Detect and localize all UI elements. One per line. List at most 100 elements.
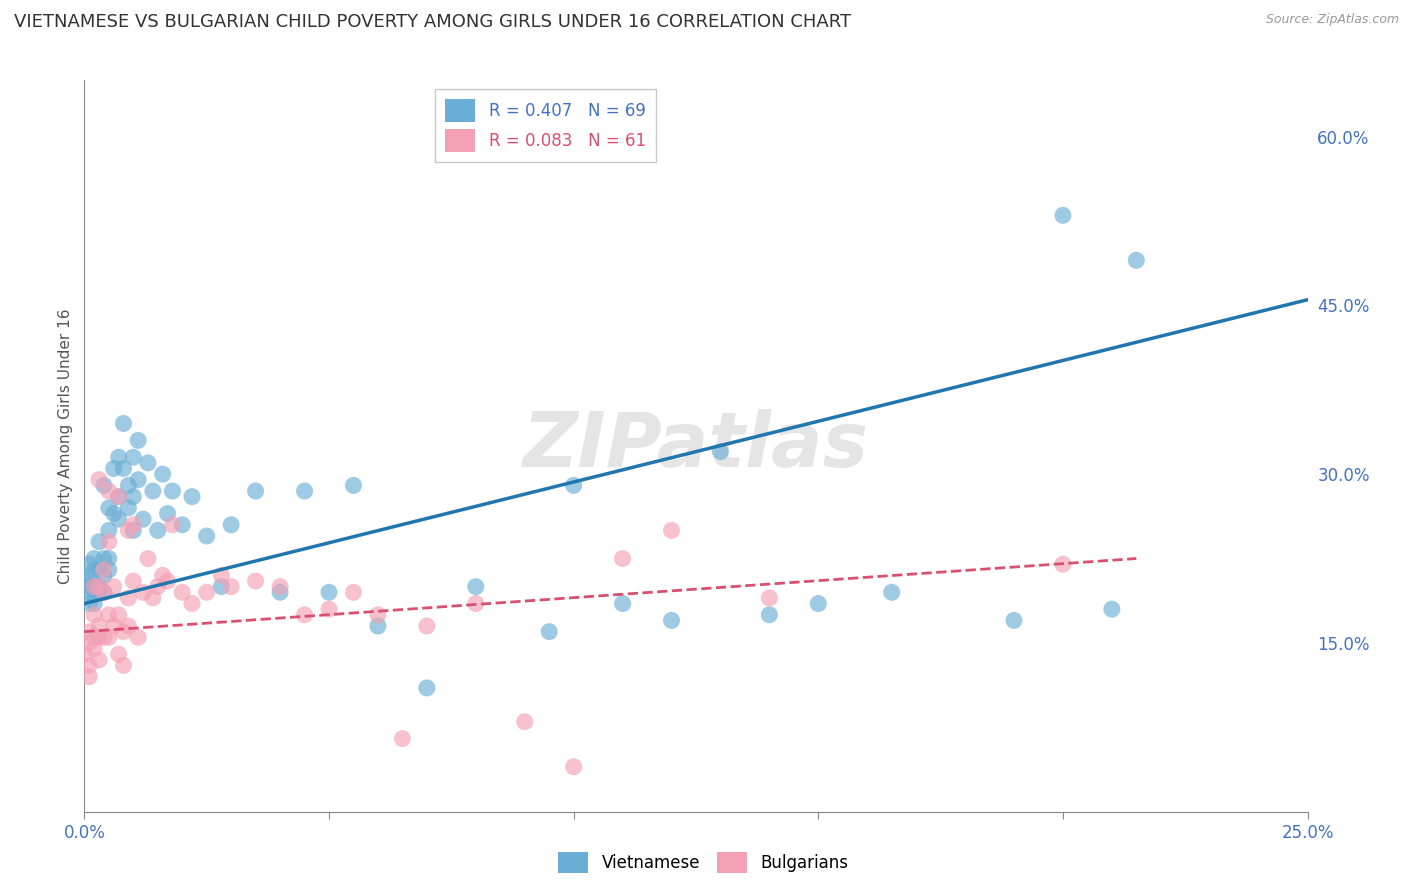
Bulgarians (107, 607, 129, 622)
Bulgarians (162, 517, 184, 532)
Bulgarians (107, 490, 129, 504)
Vietnamese (107, 512, 129, 526)
Vietnamese (112, 417, 135, 431)
Vietnamese (87, 580, 110, 594)
Bulgarians (172, 585, 194, 599)
Y-axis label: Child Poverty Among Girls Under 16: Child Poverty Among Girls Under 16 (58, 309, 73, 583)
Vietnamese (93, 478, 115, 492)
Bulgarians (122, 517, 145, 532)
Vietnamese (107, 490, 129, 504)
Vietnamese (142, 483, 165, 498)
Bulgarians (77, 658, 100, 673)
Vietnamese (342, 478, 364, 492)
Bulgarians (152, 568, 174, 582)
Bulgarians (464, 597, 486, 611)
Bulgarians (146, 580, 169, 594)
Vietnamese (83, 551, 105, 566)
Vietnamese (538, 624, 561, 639)
Bulgarians (117, 524, 139, 538)
Vietnamese (127, 473, 149, 487)
Vietnamese (172, 517, 194, 532)
Vietnamese (1101, 602, 1123, 616)
Legend: Vietnamese, Bulgarians: Vietnamese, Bulgarians (551, 846, 855, 880)
Bulgarians (93, 585, 115, 599)
Legend: R = 0.407   N = 69, R = 0.083   N = 61: R = 0.407 N = 69, R = 0.083 N = 61 (436, 88, 655, 162)
Bulgarians (103, 580, 125, 594)
Bulgarians (391, 731, 413, 746)
Vietnamese (103, 507, 125, 521)
Vietnamese (318, 585, 340, 599)
Vietnamese (758, 607, 780, 622)
Vietnamese (107, 450, 129, 465)
Text: ZIPatlas: ZIPatlas (523, 409, 869, 483)
Vietnamese (117, 500, 139, 515)
Vietnamese (1125, 253, 1147, 268)
Bulgarians (269, 580, 291, 594)
Bulgarians (1052, 557, 1074, 571)
Bulgarians (93, 563, 115, 577)
Text: VIETNAMESE VS BULGARIAN CHILD POVERTY AMONG GIRLS UNDER 16 CORRELATION CHART: VIETNAMESE VS BULGARIAN CHILD POVERTY AM… (14, 13, 851, 31)
Vietnamese (93, 585, 115, 599)
Vietnamese (77, 597, 100, 611)
Bulgarians (219, 580, 242, 594)
Bulgarians (83, 630, 105, 644)
Vietnamese (195, 529, 218, 543)
Vietnamese (93, 568, 115, 582)
Vietnamese (136, 456, 159, 470)
Vietnamese (162, 483, 184, 498)
Vietnamese (83, 580, 105, 594)
Vietnamese (77, 568, 100, 582)
Vietnamese (132, 512, 155, 526)
Bulgarians (112, 658, 135, 673)
Bulgarians (97, 483, 120, 498)
Bulgarians (195, 585, 218, 599)
Bulgarians (112, 624, 135, 639)
Vietnamese (73, 574, 96, 588)
Vietnamese (83, 585, 105, 599)
Vietnamese (709, 444, 731, 458)
Bulgarians (83, 580, 105, 594)
Vietnamese (209, 580, 232, 594)
Bulgarians (661, 524, 683, 538)
Vietnamese (83, 563, 105, 577)
Bulgarians (77, 636, 100, 650)
Vietnamese (87, 534, 110, 549)
Bulgarians (87, 580, 110, 594)
Bulgarians (562, 760, 585, 774)
Bulgarians (93, 630, 115, 644)
Bulgarians (612, 551, 634, 566)
Vietnamese (122, 450, 145, 465)
Vietnamese (181, 490, 204, 504)
Vietnamese (245, 483, 267, 498)
Vietnamese (112, 461, 135, 475)
Bulgarians (87, 653, 110, 667)
Bulgarians (367, 607, 389, 622)
Bulgarians (77, 670, 100, 684)
Bulgarians (97, 607, 120, 622)
Vietnamese (77, 557, 100, 571)
Bulgarians (87, 630, 110, 644)
Vietnamese (269, 585, 291, 599)
Bulgarians (142, 591, 165, 605)
Bulgarians (97, 534, 120, 549)
Vietnamese (464, 580, 486, 594)
Vietnamese (97, 551, 120, 566)
Vietnamese (1002, 614, 1025, 628)
Vietnamese (367, 619, 389, 633)
Text: Source: ZipAtlas.com: Source: ZipAtlas.com (1265, 13, 1399, 27)
Bulgarians (758, 591, 780, 605)
Bulgarians (77, 624, 100, 639)
Vietnamese (416, 681, 439, 695)
Bulgarians (117, 591, 139, 605)
Bulgarians (132, 585, 155, 599)
Bulgarians (513, 714, 536, 729)
Bulgarians (103, 619, 125, 633)
Vietnamese (146, 524, 169, 538)
Vietnamese (117, 478, 139, 492)
Vietnamese (880, 585, 903, 599)
Bulgarians (117, 619, 139, 633)
Bulgarians (181, 597, 204, 611)
Bulgarians (294, 607, 316, 622)
Bulgarians (83, 641, 105, 656)
Vietnamese (122, 524, 145, 538)
